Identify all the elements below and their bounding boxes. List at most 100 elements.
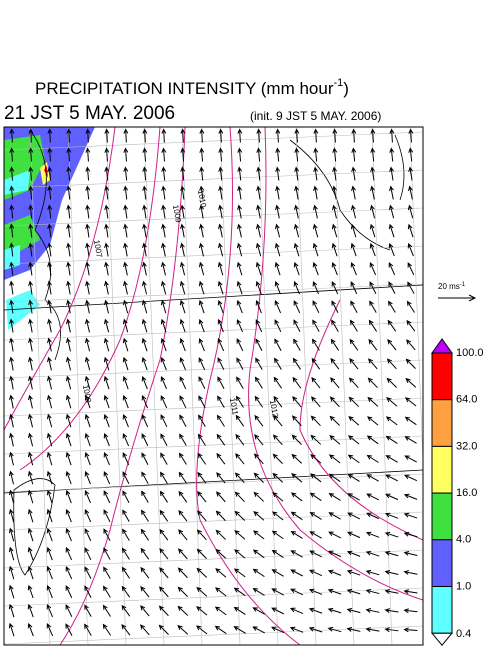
- wind-arrow: [8, 565, 15, 580]
- wind-arrow: [218, 223, 223, 238]
- wind-arrow: [28, 147, 34, 162]
- wind-arrow: [368, 358, 378, 370]
- wind-arrow: [274, 223, 281, 238]
- wind-arrow: [9, 261, 15, 276]
- wind-arrow: [346, 569, 361, 576]
- wind-arrow: [177, 567, 188, 579]
- wind-arrow: [140, 547, 150, 560]
- wind-arrow: [9, 318, 14, 333]
- wind-arrow: [384, 531, 399, 538]
- wind-arrow: [236, 261, 243, 276]
- wind-arrow: [198, 414, 206, 427]
- wind-arrow: [141, 452, 149, 466]
- rain-cyan: [4, 170, 40, 330]
- wind-arrow: [103, 299, 109, 314]
- wind-arrow: [179, 356, 186, 371]
- isobar: [248, 127, 423, 601]
- vector-legend-text: 20 ms: [438, 282, 460, 291]
- wind-arrow: [216, 433, 226, 446]
- wind-arrow: [236, 242, 243, 257]
- wind-arrow: [328, 454, 341, 464]
- wind-arrow: [123, 280, 128, 295]
- wind-arrow: [28, 318, 33, 333]
- wind-arrow: [290, 569, 303, 577]
- wind-arrow: [403, 550, 418, 556]
- wind-arrow: [370, 128, 376, 143]
- wind-arrow: [8, 527, 15, 542]
- wind-arrow: [218, 204, 223, 219]
- wind-arrow: [195, 625, 208, 635]
- wind-arrow: [348, 377, 359, 389]
- wind-arrow: [196, 586, 208, 597]
- wind-arrow: [367, 396, 379, 407]
- wind-arrow: [66, 299, 71, 314]
- wind-arrow: [161, 204, 167, 219]
- wind-arrow: [366, 435, 379, 445]
- wind-arrow: [46, 489, 53, 504]
- wind-arrow: [160, 280, 167, 295]
- wind-arrow: [199, 166, 205, 181]
- wind-arrow: [408, 166, 413, 181]
- wind-arrow: [405, 397, 417, 407]
- wind-arrow: [66, 147, 72, 162]
- wind-arrow: [140, 586, 150, 598]
- wind-arrow: [122, 413, 129, 428]
- wind-arrow: [84, 318, 90, 333]
- wind-arrow: [28, 299, 33, 314]
- wind-arrow: [214, 606, 227, 616]
- wind-arrow: [123, 242, 128, 257]
- colorbar-top: [431, 338, 453, 354]
- wind-arrow: [365, 531, 380, 538]
- wind-arrow: [274, 280, 281, 295]
- wind-arrow: [384, 627, 399, 633]
- wind-arrow: [46, 603, 54, 618]
- wind-arrow: [312, 319, 320, 332]
- isobar: [19, 127, 161, 471]
- wind-arrow: [289, 607, 304, 614]
- wind-arrow: [274, 319, 282, 333]
- colorbar-label: 100.0: [456, 347, 484, 359]
- wind-arrow: [27, 603, 34, 618]
- wind-arrow: [180, 242, 185, 257]
- wind-arrow: [8, 489, 15, 504]
- wind-arrow: [218, 185, 224, 200]
- wind-arrow: [252, 626, 266, 634]
- wind-arrow: [311, 357, 321, 370]
- wind-arrow: [47, 147, 53, 162]
- wind-arrow: [177, 624, 189, 635]
- wind-arrow: [349, 319, 358, 332]
- wind-arrow: [84, 585, 92, 598]
- wind-arrow: [312, 242, 319, 257]
- wind-arrow: [9, 356, 14, 371]
- wind-arrow: [253, 472, 264, 483]
- wind-arrow: [236, 338, 244, 352]
- wind-arrow: [158, 624, 169, 635]
- wind-arrow: [233, 587, 246, 597]
- wind-arrow: [28, 166, 34, 181]
- wind-arrow: [385, 435, 398, 444]
- wind-arrow: [142, 147, 148, 162]
- wind-arrow: [65, 547, 73, 561]
- wind-arrow: [47, 280, 52, 295]
- map-grid: [105, 127, 127, 645]
- wind-arrow: [103, 394, 110, 409]
- wind-arrow: [365, 608, 380, 613]
- wind-arrow: [217, 357, 225, 371]
- wind-arrow: [290, 530, 303, 539]
- wind-arrow: [218, 166, 224, 181]
- wind-arrow: [327, 569, 342, 576]
- wind-arrow: [47, 166, 53, 181]
- wind-arrow: [104, 204, 110, 219]
- wind-arrow: [9, 394, 14, 409]
- wind-arrow: [66, 204, 72, 219]
- wind-arrow: [159, 567, 169, 579]
- wind-arrow: [293, 300, 301, 314]
- wind-arrow: [331, 281, 339, 295]
- wind-arrow: [255, 357, 263, 370]
- wind-arrow: [102, 604, 111, 617]
- map-grid: [143, 127, 165, 645]
- wind-arrow: [388, 223, 395, 238]
- wind-arrow: [66, 166, 72, 181]
- wind-arrow: [388, 300, 396, 313]
- wind-arrow: [123, 166, 129, 181]
